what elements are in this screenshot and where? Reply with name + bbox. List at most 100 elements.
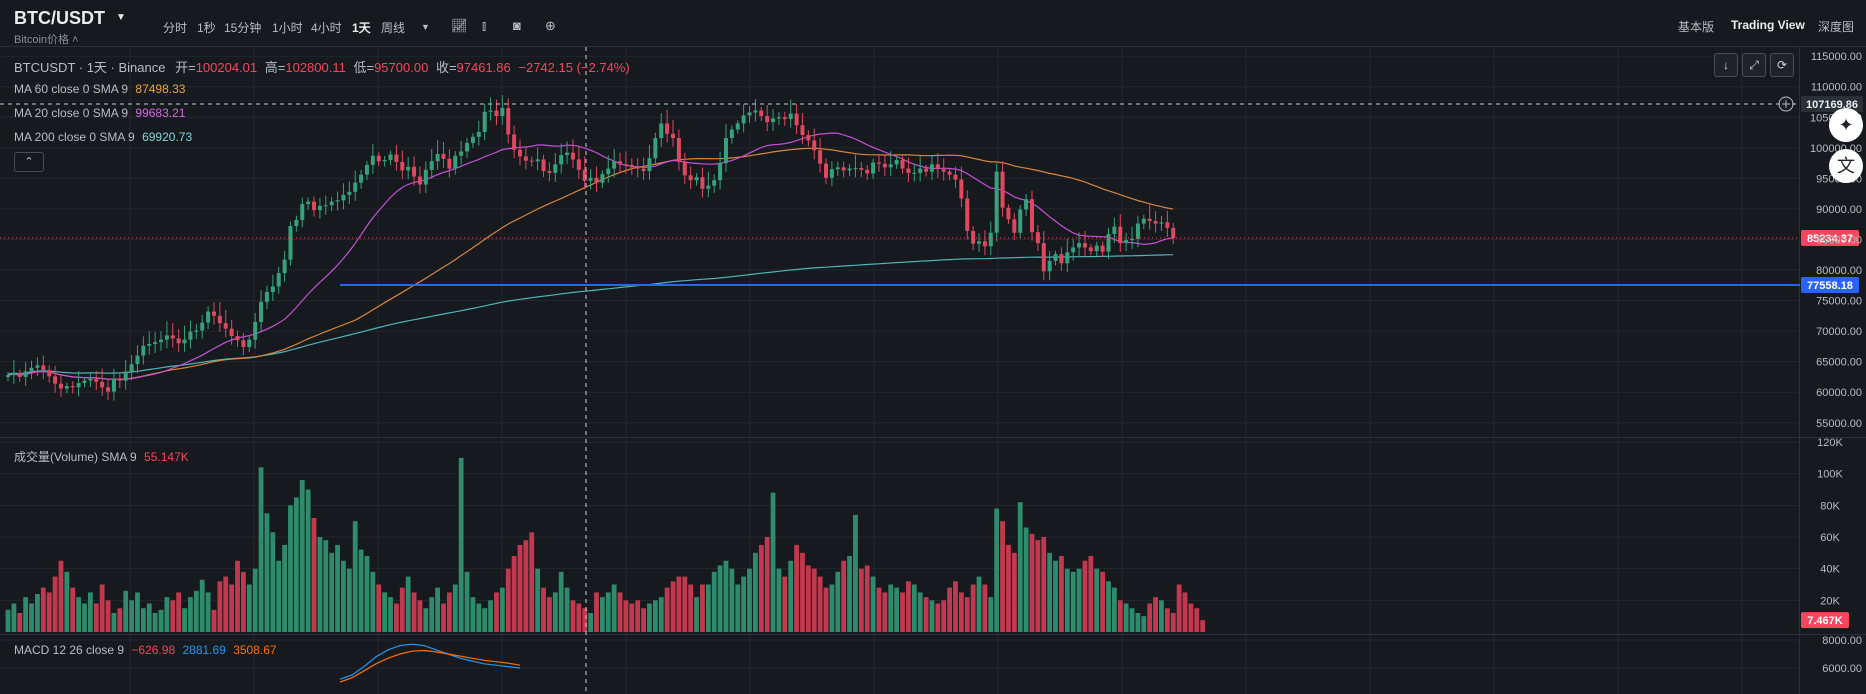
ai-sparkle-icon[interactable]: ✦ — [1829, 108, 1863, 142]
candle-body — [882, 163, 887, 168]
candle-body — [806, 134, 811, 141]
scroll-down-icon[interactable]: ↓ — [1714, 53, 1738, 77]
support-price-tag-bg — [1801, 276, 1859, 293]
candle-body — [106, 387, 111, 392]
ma60-legend[interactable]: MA 60 close 0 SMA 9 87498.33 — [14, 82, 185, 96]
refresh-icon[interactable]: ⟳ — [1770, 53, 1794, 77]
candle-body — [1029, 199, 1034, 233]
candle-body — [588, 177, 593, 181]
volume-bar — [611, 584, 617, 632]
volume-bar — [1159, 600, 1164, 632]
chart-type-icon[interactable]: ⫾ — [482, 18, 487, 33]
candle-body — [247, 339, 252, 348]
add-icon[interactable]: ⊕ — [545, 18, 556, 33]
timeframe-tab-15m[interactable]: 15分钟 — [224, 21, 262, 35]
candle-body — [317, 205, 322, 211]
volume-bar — [976, 576, 982, 632]
timeframe-tab-realtime[interactable]: 分时 — [163, 21, 188, 35]
volume-bar — [394, 603, 399, 632]
volume-bar — [917, 592, 923, 632]
volume-bar — [1047, 552, 1053, 632]
candle-body — [635, 167, 640, 169]
maximize-icon[interactable]: ⤢ — [1742, 53, 1766, 77]
volume-bar — [1170, 613, 1176, 632]
view-depth-link[interactable]: 深度图 — [1818, 20, 1855, 34]
candle-body — [1071, 247, 1076, 253]
volume-tick-label: 60K — [1820, 532, 1840, 544]
volume-bar — [105, 600, 111, 632]
candle-body — [688, 175, 693, 181]
volume-bar — [311, 518, 317, 632]
candle-body — [412, 166, 417, 177]
volume-bar — [541, 587, 546, 632]
timeframe-tab-4h[interactable]: 4小时 — [311, 21, 342, 35]
collapse-legend-button[interactable]: ⌃ — [14, 152, 44, 172]
translate-icon[interactable]: 文 — [1829, 149, 1863, 183]
timeframe-tab-1s[interactable]: 1秒 — [197, 21, 216, 35]
price-tick-label: 75000.00 — [1816, 296, 1862, 308]
candle-body — [1053, 254, 1058, 261]
timeframe-dropdown-caret-icon[interactable]: ▼ — [421, 22, 430, 32]
legend-open: 100204.01 — [195, 60, 258, 75]
candle-body — [753, 110, 758, 113]
candle-body — [241, 340, 246, 348]
volume-bar — [947, 587, 952, 632]
candle-body — [53, 376, 58, 384]
legend-change: −2742.15 (−2.74%) — [518, 60, 630, 75]
candle-body — [1041, 243, 1046, 272]
candle-body — [359, 174, 364, 183]
macd-legend[interactable]: MACD 12 26 close 9 −626.98 2881.69 3508.… — [14, 643, 277, 657]
volume-bar — [564, 587, 570, 632]
timeframe-tab-weekly[interactable]: 周线 — [381, 21, 406, 35]
candle-body — [64, 386, 69, 389]
volume-bar — [670, 581, 676, 632]
symbol-title[interactable]: BTC/USDT — [14, 8, 105, 28]
candle-body — [982, 241, 987, 247]
volume-bar — [364, 556, 370, 632]
indicators-icon[interactable]: 📈︎ — [451, 18, 468, 33]
legend-open-label: 开= — [175, 60, 196, 75]
volume-bar — [964, 597, 970, 632]
candle-body — [682, 161, 687, 176]
candle-body — [623, 164, 628, 166]
candle-body — [1171, 227, 1176, 239]
candle-body — [323, 205, 328, 207]
volume-bar — [499, 587, 505, 632]
candle-body — [488, 110, 493, 112]
candle-body — [100, 381, 105, 388]
candle-body — [117, 378, 122, 381]
volume-bar — [217, 581, 223, 632]
price-tick-label: 85000.00 — [1816, 234, 1862, 246]
volume-bar — [329, 552, 335, 632]
volume-bar — [270, 532, 276, 632]
volume-tick-label: 120K — [1817, 437, 1843, 449]
symbol-dropdown-caret-icon[interactable]: ▼ — [116, 12, 126, 23]
candle-body — [164, 335, 169, 340]
candle-body — [459, 151, 464, 156]
candle-body — [824, 163, 829, 178]
candle-body — [1082, 243, 1087, 248]
volume-bar — [40, 587, 46, 632]
volume-bar — [376, 584, 382, 632]
volume-bar — [817, 576, 823, 632]
candle-body — [994, 171, 999, 233]
volume-bar — [35, 594, 40, 632]
legend-close: 97461.86 — [456, 60, 511, 75]
volume-bar — [229, 584, 235, 632]
candle-body — [341, 194, 346, 201]
volume-bar — [1153, 597, 1158, 632]
candle-body — [559, 155, 564, 165]
volume-bar — [1059, 556, 1064, 632]
ma200-legend[interactable]: MA 200 close 0 SMA 9 69920.73 — [14, 130, 192, 144]
volume-legend[interactable]: 成交量(Volume) SMA 9 55.147K — [14, 448, 189, 465]
volume-bar — [570, 600, 576, 632]
timeframe-tab-1h[interactable]: 1小时 — [272, 21, 303, 35]
ma20-legend[interactable]: MA 20 close 0 SMA 9 99683.21 — [14, 106, 185, 120]
symbol-subtitle[interactable]: Bitcoin价格 ˄ — [14, 34, 79, 46]
view-tradingview-link[interactable]: Trading View — [1731, 18, 1805, 32]
timeframe-tab-1d[interactable]: 1天 — [352, 21, 371, 35]
candle-body — [364, 164, 369, 175]
camera-icon[interactable]: ◙ — [513, 18, 521, 33]
view-basic-link[interactable]: 基本版 — [1678, 20, 1715, 34]
